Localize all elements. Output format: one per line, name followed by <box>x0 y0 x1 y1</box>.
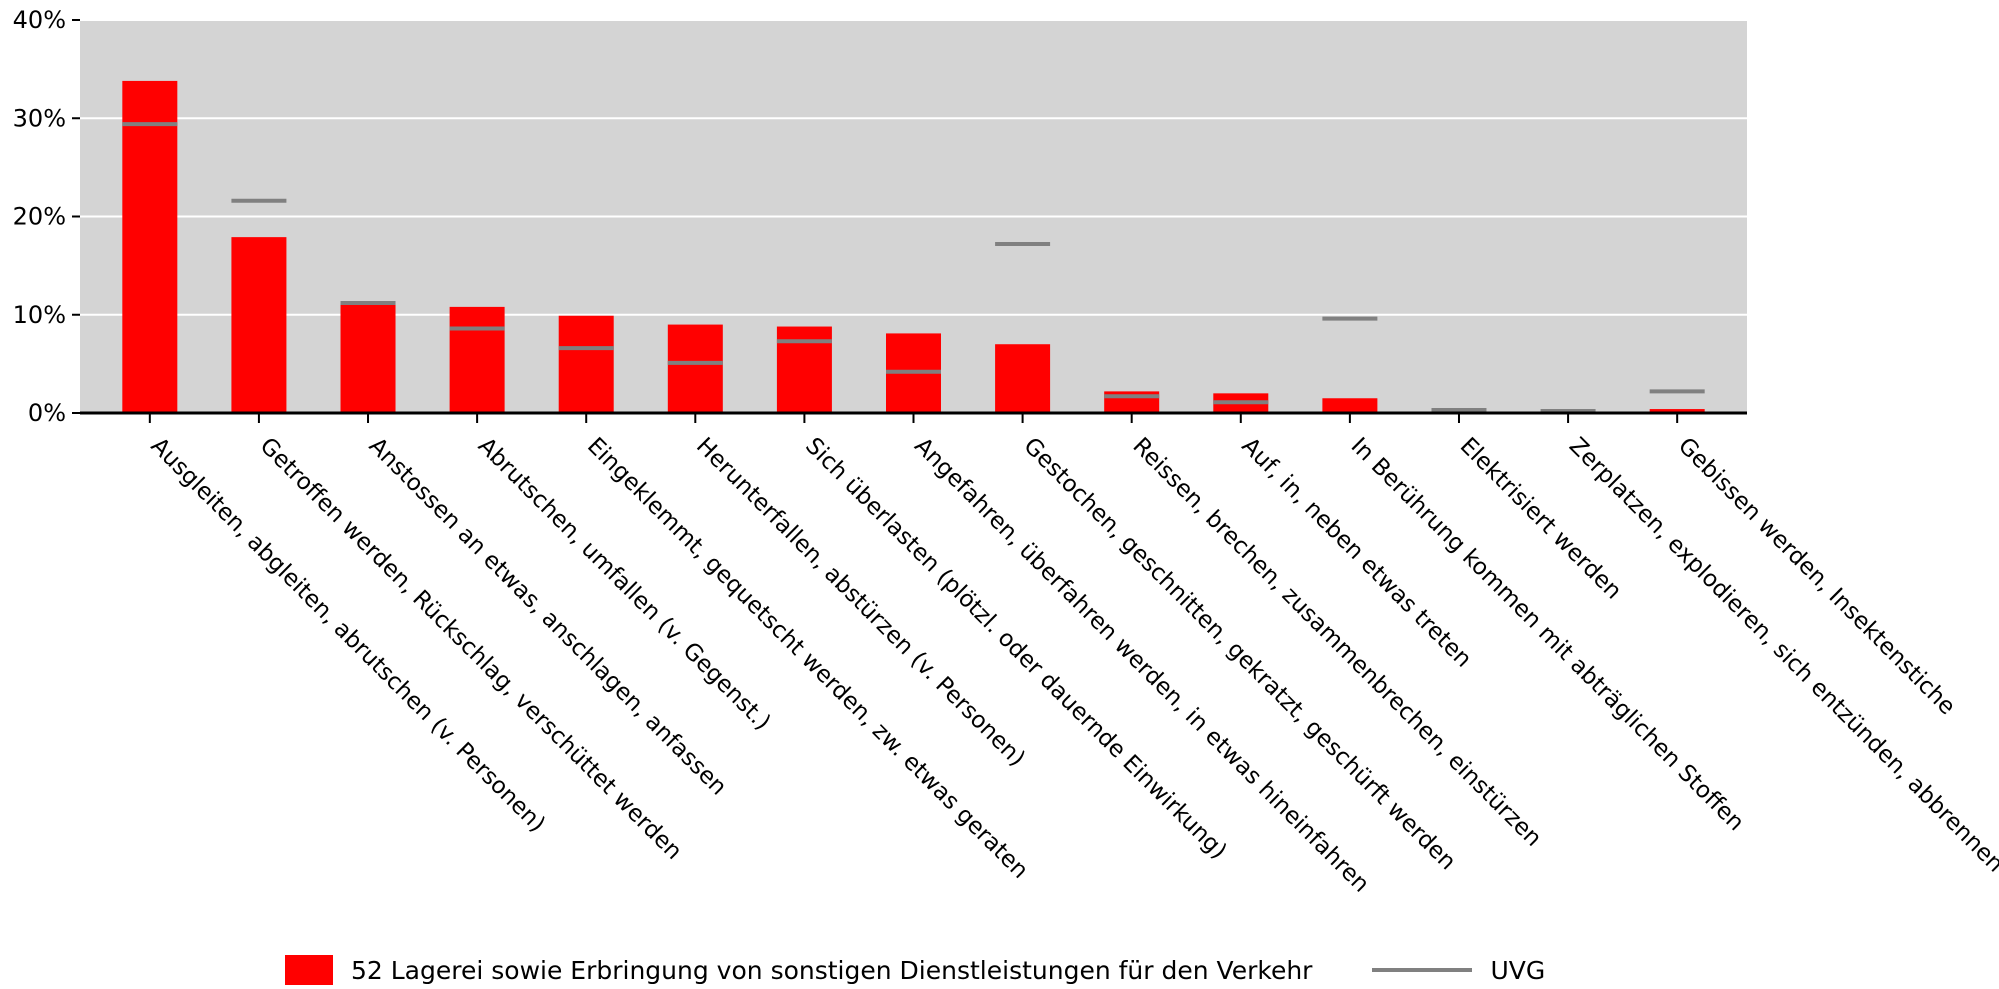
x-tick-label: Getroffen werden, Rückschlag, verschütte… <box>255 433 687 865</box>
bar <box>1649 409 1705 413</box>
bar <box>231 237 287 413</box>
x-tick-label: Ausgleiten, abgleiten, abrutschen (v. Pe… <box>146 433 551 838</box>
bar <box>558 315 614 413</box>
bar-chart: 0% 10% 20% 30% 40% Ausgleiten, abgleiten, ab… <box>13 6 1999 898</box>
legend-swatch-line <box>1372 968 1473 972</box>
bar <box>667 324 723 413</box>
bar <box>340 302 396 413</box>
x-tick-label: Auf, in, neben etwas treten <box>1237 433 1477 673</box>
x-tick-label: Reissen, brechen, zusammenbrechen, einst… <box>1127 433 1546 852</box>
legend-label-bar: 52 Lagerei sowie Erbringung von sonstige… <box>351 955 1313 985</box>
legend: 52 Lagerei sowie Erbringung von sonstige… <box>285 955 1545 985</box>
uvg-series <box>122 122 1705 414</box>
bar <box>995 344 1051 413</box>
x-tick-label: Zerplatzen, explodieren, sich entzünden,… <box>1564 433 1999 878</box>
bar <box>449 306 505 413</box>
y-tick-label: 0% <box>28 399 66 427</box>
y-tick-label: 10% <box>13 301 66 329</box>
legend-label-uvg: UVG <box>1490 955 1546 985</box>
legend-swatch-bar <box>285 955 333 985</box>
y-axis-ticks: 0% 10% 20% 30% 40% <box>13 6 80 427</box>
y-tick-label: 40% <box>13 6 66 34</box>
y-tick-label: 30% <box>13 104 66 132</box>
y-tick-label: 20% <box>13 203 66 231</box>
x-axis-labels: Ausgleiten, abgleiten, abrutschen (v. Pe… <box>146 433 1999 898</box>
x-tick-label: In Berührung kommen mit abträglichen Sto… <box>1346 433 1749 836</box>
x-tick-label: Sich überlasten (plötzl. oder dauernde E… <box>800 433 1231 864</box>
x-axis-ticks <box>148 413 1679 423</box>
bar <box>122 80 178 413</box>
bar <box>1322 398 1378 413</box>
bar-series <box>122 80 1705 413</box>
